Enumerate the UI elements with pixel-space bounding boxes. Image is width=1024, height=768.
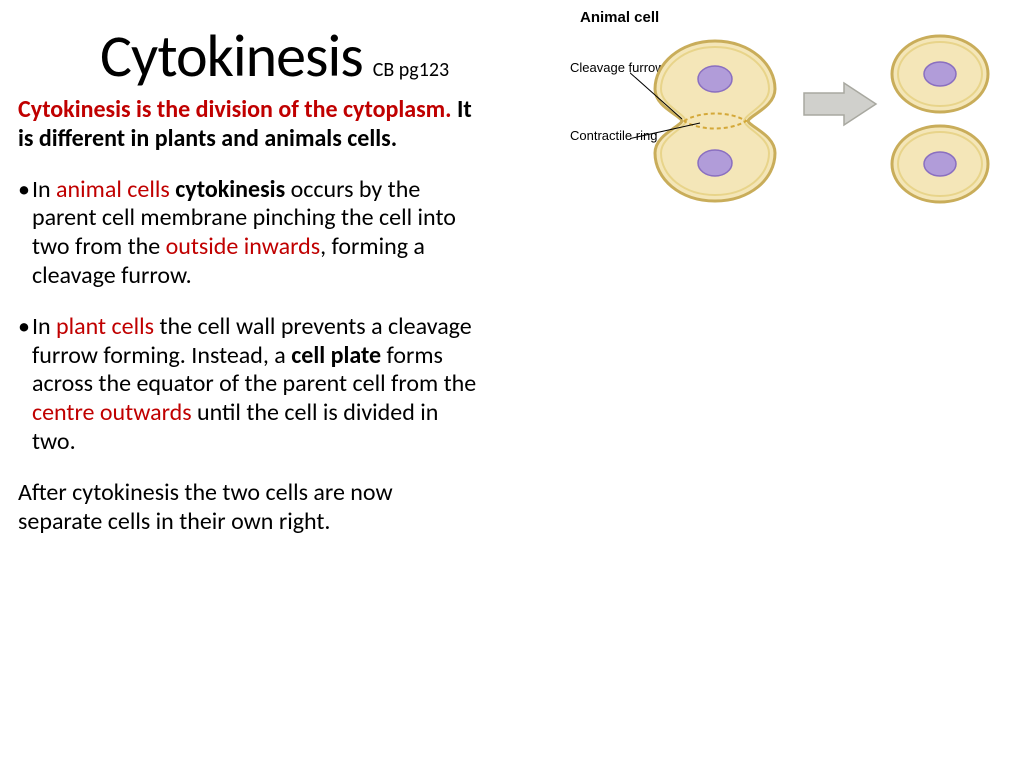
intro-paragraph: Cytokinesis is the division of the cytop… [18, 96, 478, 154]
closing-paragraph: After cytokinesis the two cells are now … [18, 479, 478, 537]
bullet-plant: • In plant cells the cell wall prevents … [18, 313, 478, 457]
diagram-title: Animal cell [580, 9, 659, 26]
title-row: Cytokinesis CB pg123 [100, 20, 449, 93]
arrow-right-icon [800, 79, 880, 129]
page-reference: CB pg123 [373, 58, 449, 82]
bullet-icon: • [18, 313, 32, 457]
body-text: Cytokinesis is the division of the cytop… [18, 96, 478, 558]
bullet-animal: • In animal cells cytokinesis occurs by … [18, 176, 478, 291]
daughter-cells-icon [880, 29, 1010, 209]
intro-lead: Cytokinesis is the division of the cytop… [18, 95, 452, 124]
dividing-cell-icon [630, 29, 800, 209]
bullet1-text: In animal cells cytokinesis occurs by th… [32, 176, 478, 291]
slide: Cytokinesis CB pg123 Cytokinesis is the … [0, 0, 1024, 768]
page-title: Cytokinesis [100, 20, 363, 93]
diagram-animal-cell: Animal cell Cleavage furrow Contractile … [570, 9, 1010, 219]
bullet2-text: In plant cells the cell wall prevents a … [32, 313, 478, 457]
bullet-icon: • [18, 176, 32, 291]
